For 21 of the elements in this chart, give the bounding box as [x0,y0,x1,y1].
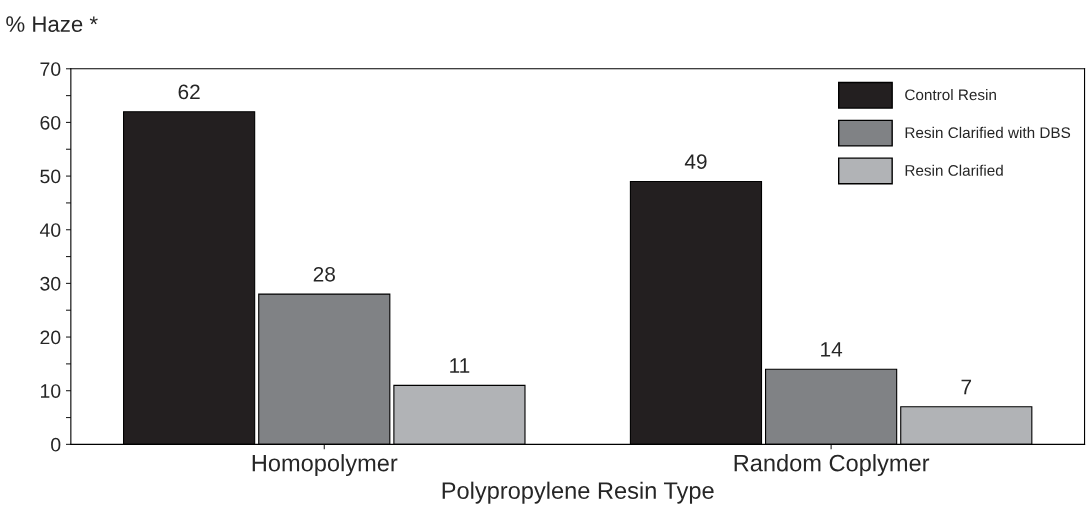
y-tick-label: 30 [40,276,61,291]
x-tick-label: Homopolymer [252,454,398,477]
y-tick-label: 40 [39,223,61,237]
y-axis-title: % Haze * [6,16,98,32]
y-tick-label: 70 [40,62,61,77]
y-tick-label: 60 [40,115,61,130]
legend-label: Resin Clarified with DBS [905,126,1071,139]
legend-label: Resin Clarified [905,164,1003,176]
y-tick-label: 0 [51,437,61,452]
legend-label: Control Resin [905,89,996,101]
y-tick-label: 20 [40,330,61,345]
data-label: 49 [684,154,707,169]
data-label: 28 [313,266,335,282]
y-tick-label: 10 [40,384,61,398]
y-tick-label: 50 [40,169,61,184]
data-label: 62 [178,84,200,100]
x-axis-title: Polypropylene Resin Type [442,481,714,504]
data-label: 11 [450,358,470,373]
data-label: 7 [961,379,972,395]
data-label: 14 [821,342,843,357]
x-tick-label: Random Coplymer [734,454,930,477]
